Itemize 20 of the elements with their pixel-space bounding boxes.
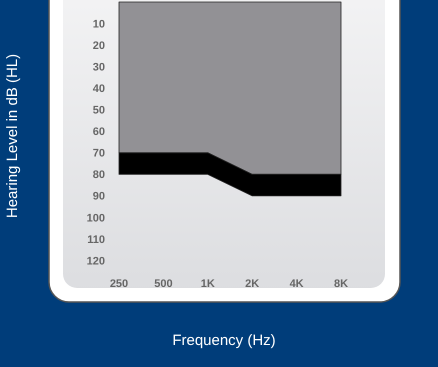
y-tick-label: 20 bbox=[92, 40, 105, 52]
x-tick-label: 500 bbox=[154, 278, 173, 290]
y-tick-label: 50 bbox=[92, 104, 105, 117]
x-tick-label: 1K bbox=[200, 278, 215, 290]
x-tick-label: 4K bbox=[290, 278, 304, 290]
y-tick-label: 40 bbox=[92, 83, 105, 96]
y-tick-label: 10 bbox=[92, 18, 105, 30]
x-axis-title: Frequency (Hz) bbox=[172, 332, 276, 349]
y-tick-label: 100 bbox=[86, 212, 105, 224]
y-tick-label: 110 bbox=[87, 234, 105, 246]
x-tick-label: 2K bbox=[245, 278, 260, 290]
y-tick-label: 70 bbox=[92, 148, 105, 160]
y-tick-label: 120 bbox=[86, 255, 105, 268]
x-tick-label: 8K bbox=[334, 278, 348, 290]
y-tick-label: 30 bbox=[92, 61, 105, 74]
y-axis-title: Hearing Level in dB (HL) bbox=[4, 54, 21, 218]
y-tick-label: 60 bbox=[92, 126, 105, 138]
y-tick-label: 90 bbox=[92, 190, 105, 203]
x-tick-label: 250 bbox=[110, 278, 128, 290]
y-tick-label: 80 bbox=[92, 169, 105, 182]
